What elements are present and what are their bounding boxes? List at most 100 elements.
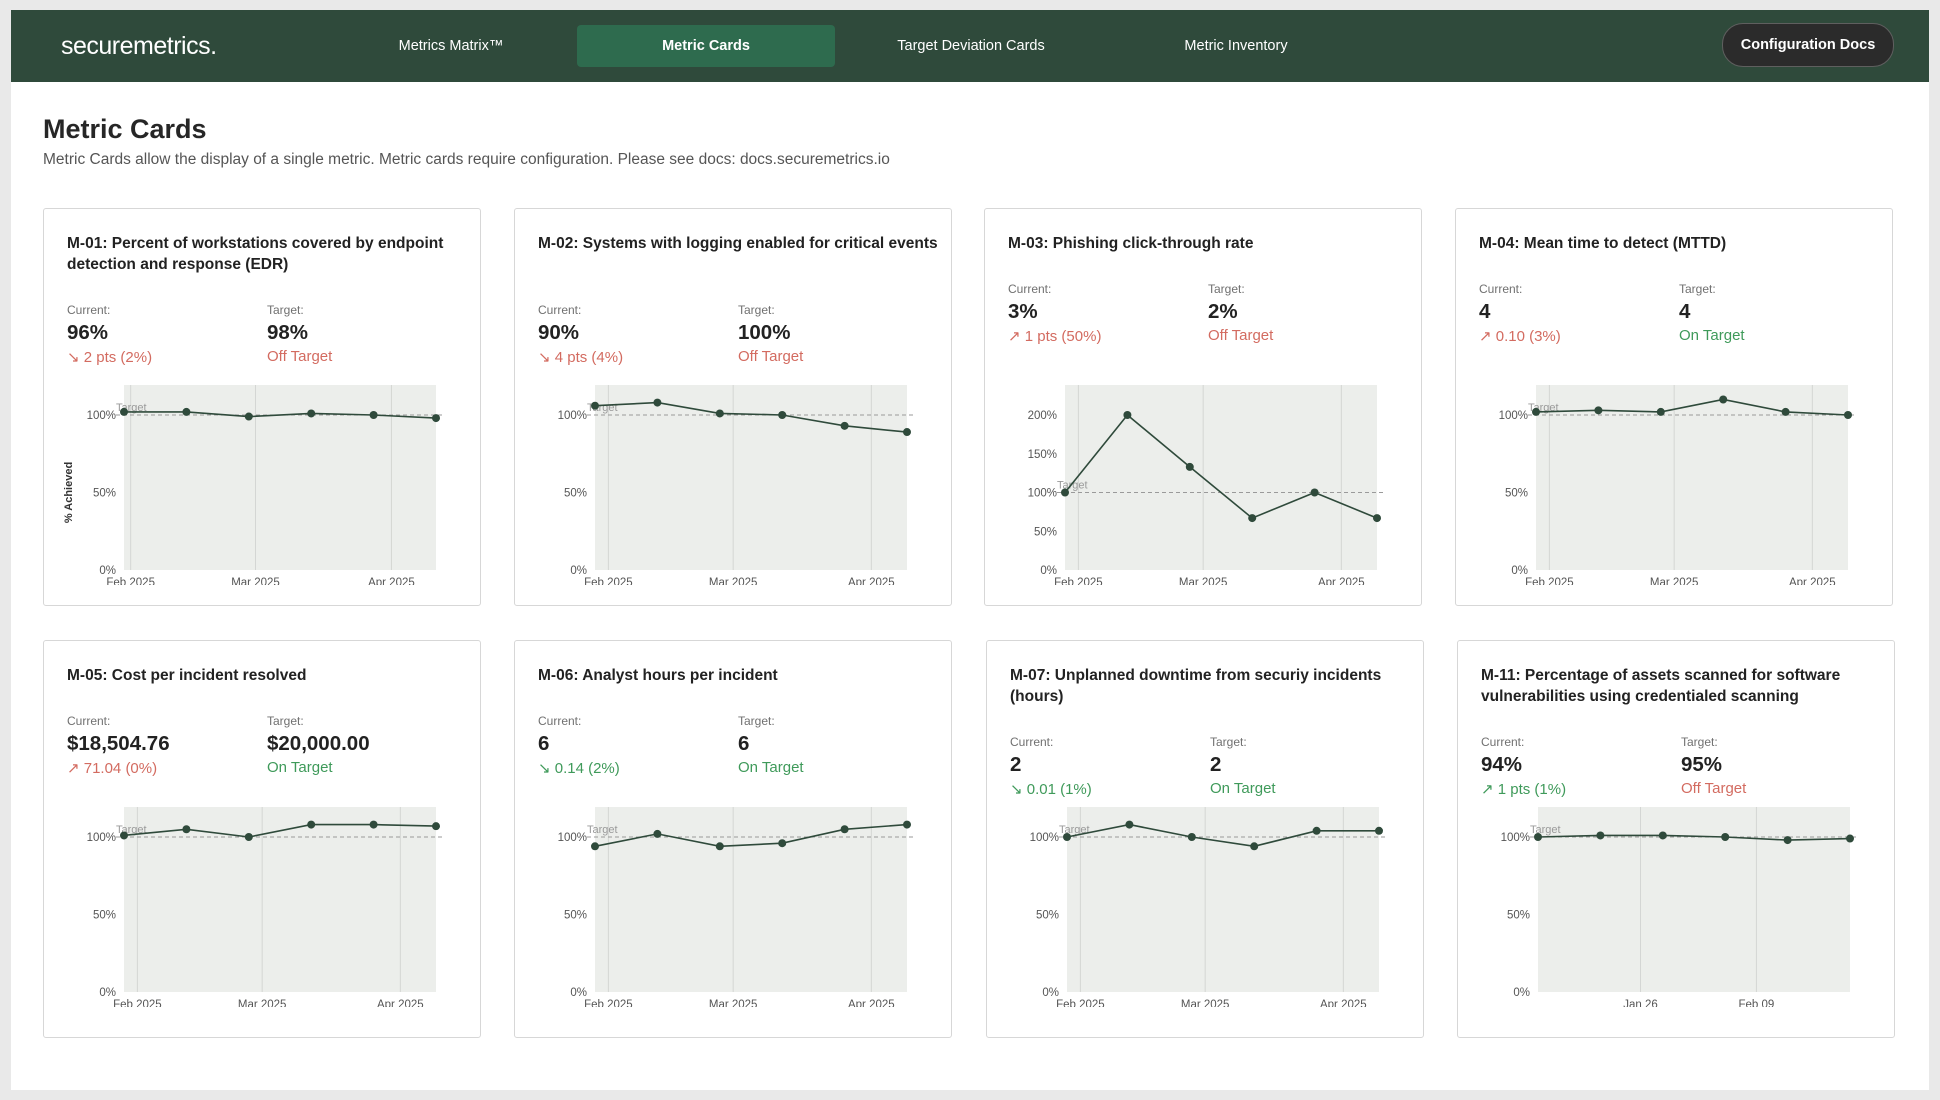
- target-column: Target: 4 On Target: [1679, 282, 1745, 344]
- current-column: Current: 94% ↗ 1 pts (1%): [1481, 735, 1566, 798]
- data-point: [903, 428, 911, 437]
- current-value: $18,504.76: [67, 732, 170, 755]
- tab-target-deviation-cards[interactable]: Target Deviation Cards: [897, 38, 1045, 54]
- status-badge: On Target: [267, 759, 333, 776]
- target-line-label: Target: [1530, 824, 1561, 836]
- data-point: [591, 842, 599, 851]
- data-point: [244, 833, 253, 841]
- target-value: 98%: [267, 321, 309, 344]
- data-point: [1596, 831, 1605, 840]
- x-tick-label: Feb 2025: [106, 577, 155, 585]
- card-title: M-07: Unplanned downtime from securiy in…: [1010, 667, 1382, 705]
- target-line-label: Target: [587, 824, 618, 836]
- configuration-docs-button[interactable]: Configuration Docs: [1722, 23, 1894, 67]
- x-tick-label: Feb 2025: [584, 577, 633, 585]
- current-column: Current: 3% ↗ 1 pts (50%): [1008, 282, 1101, 345]
- brand-logo[interactable]: securemetrics.: [61, 32, 217, 60]
- y-tick-label: 50%: [564, 910, 587, 922]
- x-tick-label: Feb 09: [1738, 999, 1774, 1007]
- data-point: [653, 398, 662, 407]
- card-stats: Current: 2 ↘ 0.01 (1%) Target: 2 On Targ…: [1010, 735, 1400, 805]
- metric-card[interactable]: M-05: Cost per incident resolved Current…: [43, 640, 481, 1038]
- tab-metric-inventory[interactable]: Metric Inventory: [1184, 38, 1288, 54]
- target-label: Target:: [267, 714, 304, 728]
- series-line: [123, 823, 437, 838]
- metric-card[interactable]: M-03: Phishing click-through rate Curren…: [984, 208, 1422, 606]
- data-point: [1594, 406, 1603, 415]
- status-badge: Off Target: [1681, 780, 1747, 797]
- data-point: [307, 820, 316, 829]
- data-point: [591, 401, 599, 410]
- metric-card[interactable]: M-07: Unplanned downtime from securiy in…: [986, 640, 1424, 1038]
- data-point: [1781, 407, 1790, 416]
- card-stats: Current: 94% ↗ 1 pts (1%) Target: 95% Of…: [1481, 735, 1871, 805]
- y-tick-label: 200%: [1028, 410, 1057, 422]
- data-point: [653, 829, 662, 838]
- data-point: [778, 411, 787, 419]
- tab-metrics-matrix[interactable]: Metrics Matrix™: [398, 38, 504, 54]
- current-label: Current:: [538, 714, 582, 728]
- trend-chart: Feb 2025 Mar 2025 Apr 2025 0% 50% 100% % Achie…: [44, 385, 482, 589]
- data-point: [1061, 488, 1069, 497]
- metric-card[interactable]: M-04: Mean time to detect (MTTD) Current…: [1455, 208, 1893, 606]
- y-tick-label: 50%: [1034, 526, 1057, 538]
- current-label: Current:: [538, 303, 582, 317]
- x-tick-label: Feb 2025: [1056, 999, 1105, 1007]
- y-tick-label: 100%: [558, 410, 587, 422]
- target-column: Target: 2 On Target: [1210, 735, 1276, 797]
- x-tick-label: Apr 2025: [1320, 999, 1367, 1007]
- current-value: 94%: [1481, 753, 1523, 776]
- data-point: [432, 414, 440, 423]
- metric-card[interactable]: M-06: Analyst hours per incident Current…: [514, 640, 952, 1038]
- trend-chart: Feb 2025 Mar 2025 Apr 2025 0% 50% 100% Target: [44, 807, 482, 1011]
- data-point: [1185, 462, 1194, 471]
- plot-area: [1065, 385, 1377, 570]
- y-axis-label: % Achieved: [63, 462, 75, 523]
- current-label: Current:: [1481, 735, 1525, 749]
- metric-card[interactable]: M-02: Systems with logging enabled for c…: [514, 208, 952, 606]
- target-column: Target: $20,000.00 On Target: [267, 714, 370, 776]
- chart-svg: Feb 2025 Mar 2025 Apr 2025 0% 50% 100% % Achie…: [63, 385, 444, 589]
- y-tick-label: 100%: [87, 832, 116, 844]
- data-point: [1310, 488, 1319, 497]
- status-badge: On Target: [738, 759, 804, 776]
- series-line: [594, 823, 908, 848]
- data-point: [1248, 514, 1257, 523]
- data-point: [778, 839, 787, 848]
- metric-card[interactable]: M-11: Percentage of assets scanned for s…: [1457, 640, 1895, 1038]
- data-point: [182, 825, 191, 834]
- y-tick-label: 0%: [99, 565, 116, 577]
- current-value: 3%: [1008, 300, 1038, 323]
- data-point: [432, 822, 440, 831]
- metric-card[interactable]: M-01: Percent of workstations covered by…: [43, 208, 481, 606]
- x-tick-label: Mar 2025: [1179, 577, 1228, 585]
- page-title: Metric Cards: [43, 114, 207, 144]
- card-title: M-03: Phishing click-through rate: [1008, 235, 1254, 252]
- data-point: [1656, 407, 1665, 416]
- current-column: Current: 2 ↘ 0.01 (1%): [1010, 735, 1092, 798]
- y-tick-label: 50%: [564, 488, 587, 500]
- current-column: Current: 6 ↘ 0.14 (2%): [538, 714, 620, 777]
- x-tick-label: Apr 2025: [848, 999, 895, 1007]
- current-column: Current: 96% ↘ 2 pts (2%): [67, 303, 152, 366]
- status-badge: On Target: [1210, 780, 1276, 797]
- tab-metric-cards[interactable]: Metric Cards: [577, 25, 835, 67]
- current-value: 6: [538, 732, 550, 755]
- plot-area: [595, 385, 907, 570]
- trend-chart: Feb 2025 Mar 2025 Apr 2025 0% 50% 100% Target: [515, 807, 953, 1011]
- current-label: Current:: [67, 303, 111, 317]
- status-badge: On Target: [1679, 327, 1745, 344]
- target-value: 4: [1679, 300, 1691, 323]
- data-point: [1783, 836, 1792, 845]
- data-point: [120, 407, 128, 416]
- y-tick-label: 100%: [1501, 832, 1530, 844]
- data-point: [244, 412, 253, 421]
- current-label: Current:: [1008, 282, 1052, 296]
- target-label: Target:: [738, 714, 775, 728]
- target-column: Target: 2% Off Target: [1208, 282, 1273, 344]
- y-tick-label: 0%: [99, 987, 116, 999]
- card-title: M-05: Cost per incident resolved: [67, 667, 307, 684]
- data-point: [1532, 407, 1540, 416]
